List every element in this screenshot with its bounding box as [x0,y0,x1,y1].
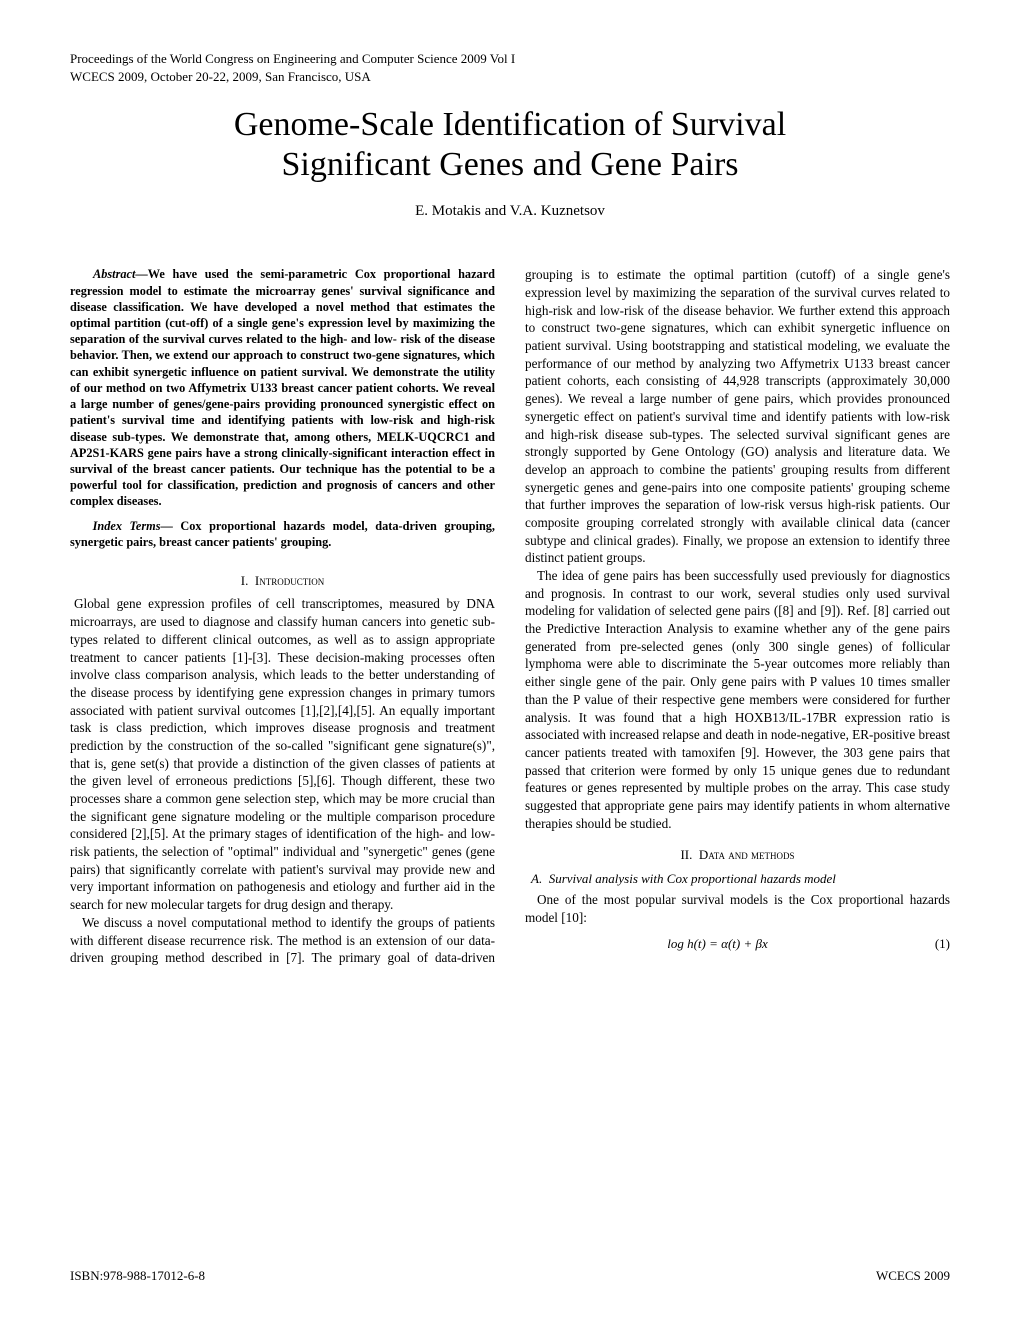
section-intro-number: I. [241,573,249,588]
abstract-dash: — [135,267,147,281]
section-intro-title: Introduction [255,573,324,588]
equation-1-text: log h(t) = α(t) + βx [525,935,910,952]
section-methods-number: II. [680,847,692,862]
equation-1-num: (1) [910,935,950,952]
intro-p1: Global gene expression profiles of cell … [70,595,495,913]
title-line2: Significant Genes and Gene Pairs [282,146,739,183]
methods-a-p1: One of the most popular survival models … [525,891,950,926]
authors-line: E. Motakis and V.A. Kuznetsov [70,203,950,220]
footer-conf: WCECS 2009 [876,1268,950,1284]
paper-title: Genome-Scale Identification of Survival … [70,105,950,185]
section-methods-title: Data and methods [699,847,795,862]
subsection-a-title: Survival analysis with Cox proportional … [549,871,836,886]
methods-block: II. Data and methods A. Survival analysi… [525,846,950,952]
header-line1: Proceedings of the World Congress on Eng… [70,51,515,66]
index-terms-block: Index Terms— Cox proportional hazards mo… [70,518,495,550]
page-container: Proceedings of the World Congress on Eng… [0,0,1020,1320]
section-intro-heading: I. Introduction [70,572,495,589]
title-line1: Genome-Scale Identification of Survival [234,106,786,143]
abstract-block: Abstract—We have used the semi-parametri… [70,266,495,509]
section-methods-heading: II. Data and methods [525,846,950,863]
subsection-a-label: A. [531,871,542,886]
equation-1: log h(t) = α(t) + βx (1) [525,935,950,952]
footer-isbn: ISBN:978-988-17012-6-8 [70,1268,205,1284]
abstract-label: Abstract [93,267,135,281]
page-footer: ISBN:978-988-17012-6-8 WCECS 2009 [70,1268,950,1284]
proceedings-header: Proceedings of the World Congress on Eng… [70,50,950,85]
abstract-text: We have used the semi-parametric Cox pro… [70,267,495,508]
body-columns: Abstract—We have used the semi-parametri… [70,266,950,967]
header-line2: WCECS 2009, October 20-22, 2009, San Fra… [70,69,371,84]
index-terms-label: Index Terms [93,519,161,533]
index-terms-dash: — [161,519,181,533]
intro-p3: The idea of gene pairs has been successf… [525,567,950,832]
subsection-a-heading: A. Survival analysis with Cox proportion… [531,870,950,887]
